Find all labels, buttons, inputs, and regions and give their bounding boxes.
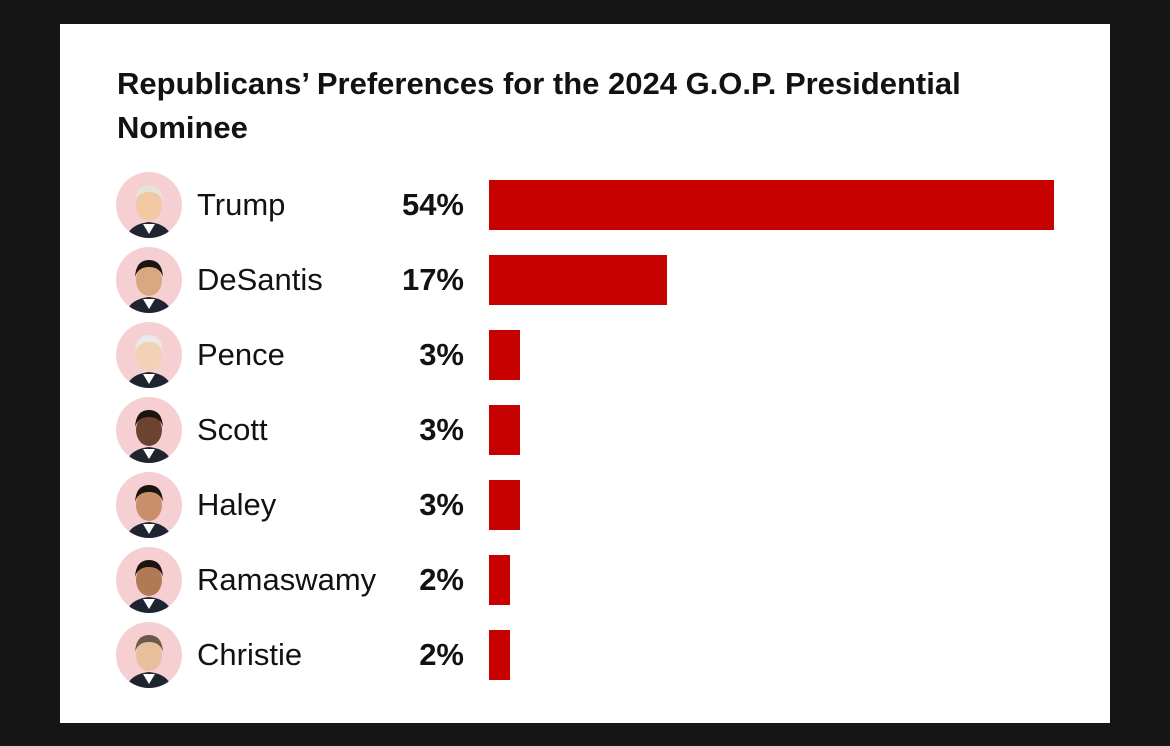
bar <box>489 330 520 380</box>
bar <box>489 405 520 455</box>
bar-row: DeSantis 17% <box>60 247 1110 313</box>
data-label: 2% <box>419 637 464 672</box>
bar-row: Christie 2% <box>60 622 1110 688</box>
candidate-photo-icon <box>116 322 182 388</box>
candidate-photo-icon <box>116 172 182 238</box>
bar-row: Pence 3% <box>60 322 1110 388</box>
category-label: Trump <box>197 187 286 222</box>
data-label: 3% <box>419 487 464 522</box>
bar-row: Scott 3% <box>60 397 1110 463</box>
candidate-photo-icon <box>116 247 182 313</box>
data-label: 2% <box>419 562 464 597</box>
category-label: Pence <box>197 337 285 372</box>
bar <box>489 180 1054 230</box>
candidate-photo-icon <box>116 622 182 688</box>
category-label: Haley <box>197 487 277 522</box>
bar-row: Trump 54% <box>60 172 1110 238</box>
bar-rows: Trump 54% DeSantis 17% Pence 3% Scott 3% Haley 3%… <box>60 24 1110 723</box>
category-label: DeSantis <box>197 262 323 297</box>
bar <box>489 255 667 305</box>
bar-row: Ramaswamy 2% <box>60 547 1110 613</box>
category-label: Scott <box>197 412 268 447</box>
data-label: 54% <box>401 187 464 222</box>
category-label: Christie <box>197 637 303 672</box>
chart-title: Republicans’ Preferences for the 2024 G.… <box>117 66 961 145</box>
candidate-photo-icon <box>116 397 182 463</box>
bar <box>489 480 520 530</box>
data-label: 17% <box>401 262 464 297</box>
category-label: Ramaswamy <box>197 562 377 597</box>
candidate-photo-icon <box>116 547 182 613</box>
bar <box>489 630 510 680</box>
chart-card: Republicans’ Preferences for the 2024 G.… <box>60 24 1110 723</box>
data-label: 3% <box>419 412 464 447</box>
bar-row: Haley 3% <box>60 472 1110 538</box>
bar <box>489 555 510 605</box>
candidate-photo-icon <box>116 472 182 538</box>
data-label: 3% <box>419 337 464 372</box>
